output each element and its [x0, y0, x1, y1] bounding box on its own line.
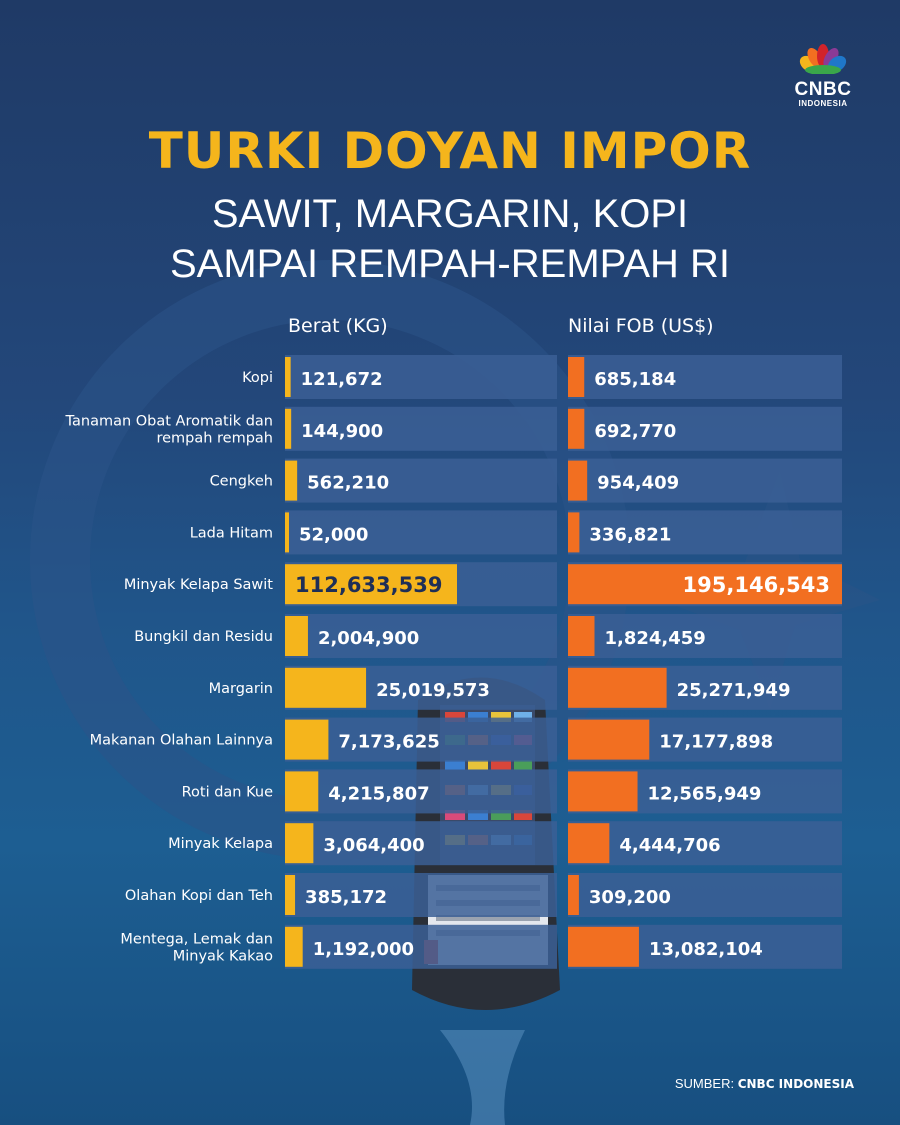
- category-label: Minyak Kakao: [173, 948, 273, 964]
- bar: [285, 460, 298, 501]
- category-label: Olahan Kopi dan Teh: [125, 888, 273, 904]
- source-prefix: SUMBER:: [674, 1076, 735, 1091]
- bar: [568, 875, 579, 915]
- category-label: Tanaman Obat Aromatik dan: [65, 413, 273, 429]
- data-label: 685,184: [594, 369, 676, 390]
- data-label: 336,821: [589, 524, 671, 545]
- row-background: [568, 873, 842, 917]
- data-label: 52,000: [299, 524, 368, 545]
- source-note: SUMBER: CNBC INDONESIA: [675, 1076, 854, 1091]
- data-label: 13,082,104: [649, 939, 763, 960]
- bar: [568, 926, 639, 967]
- row-background: [285, 458, 557, 503]
- data-label: 25,271,949: [677, 680, 791, 701]
- row-background: [285, 924, 557, 969]
- bar: [285, 926, 303, 967]
- headline: TURKI DOYAN IMPOR: [148, 122, 752, 180]
- subheadline-line-2: SAMPAI REMPAH-REMPAH RI: [169, 242, 731, 286]
- data-label: 17,177,898: [659, 732, 773, 753]
- row-background: [285, 717, 557, 762]
- row-background: [285, 873, 557, 917]
- bar: [568, 357, 585, 397]
- data-label: 1,192,000: [313, 939, 414, 960]
- category-label: Bungkil dan Residu: [134, 629, 273, 645]
- bar: [285, 823, 314, 864]
- data-label: 121,672: [301, 369, 383, 390]
- category-label: rempah rempah: [156, 430, 273, 446]
- bar: [568, 771, 638, 812]
- row-background: [285, 406, 557, 451]
- data-label: 195,146,543: [683, 573, 830, 597]
- bar: [285, 357, 291, 397]
- category-label: Roti dan Kue: [182, 784, 273, 800]
- data-label: 25,019,573: [376, 680, 490, 701]
- bar: [568, 460, 588, 501]
- bar: [568, 616, 595, 656]
- category-label: Margarin: [209, 681, 273, 697]
- row-background: [568, 458, 842, 503]
- bar: [285, 771, 319, 812]
- row-background: [568, 406, 842, 451]
- bar: [568, 719, 650, 760]
- data-label: 12,565,949: [648, 783, 762, 804]
- category-label: Makanan Olahan Lainnya: [90, 733, 273, 749]
- data-label: 1,824,459: [604, 628, 705, 649]
- row-background: [568, 355, 842, 399]
- row-background: [285, 769, 557, 814]
- bar: [285, 719, 329, 760]
- category-label: Lada Hitam: [190, 525, 273, 541]
- bar: [568, 408, 585, 449]
- data-label: 3,064,400: [323, 835, 424, 856]
- bar: [285, 512, 289, 553]
- data-label: 144,900: [301, 421, 383, 442]
- column-header-berat: Berat (KG): [288, 315, 388, 337]
- row-background: [285, 510, 557, 555]
- bar: [568, 823, 610, 864]
- data-label: 4,215,807: [328, 783, 429, 804]
- data-label: 562,210: [307, 473, 389, 494]
- row-background: [285, 821, 557, 866]
- row-background: [568, 821, 842, 866]
- brand-sub: INDONESIA: [798, 99, 848, 108]
- bar: [568, 667, 667, 708]
- row-background: [568, 614, 842, 658]
- category-label: Cengkeh: [210, 474, 273, 490]
- cnbc-logo: CNBC INDONESIA: [788, 44, 858, 108]
- bar: [285, 616, 308, 656]
- data-label: 692,770: [594, 421, 676, 442]
- category-label: Minyak Kelapa: [168, 836, 273, 852]
- source-name: CNBC INDONESIA: [737, 1077, 854, 1091]
- bar: [285, 667, 367, 708]
- data-label: 112,633,539: [295, 573, 442, 597]
- row-background: [285, 614, 557, 658]
- category-label: Kopi: [242, 370, 273, 386]
- bar: [568, 564, 842, 605]
- bar: [285, 564, 457, 605]
- bar: [568, 512, 580, 553]
- data-label: 385,172: [305, 887, 387, 908]
- row-background: [568, 510, 842, 555]
- data-label: 954,409: [597, 473, 679, 494]
- column-header-fob: Nilai FOB (US$): [568, 315, 714, 337]
- row-background: [285, 355, 557, 399]
- data-label: 309,200: [589, 887, 671, 908]
- subheadline-line-1: SAWIT, MARGARIN, KOPI: [211, 192, 689, 236]
- bar: [285, 875, 296, 915]
- data-label: 4,444,706: [619, 835, 720, 856]
- category-label: Minyak Kelapa Sawit: [124, 577, 273, 593]
- data-label: 7,173,625: [338, 732, 439, 753]
- bar: [285, 408, 292, 449]
- category-label: Mentega, Lemak dan: [120, 931, 273, 947]
- data-label: 2,004,900: [318, 628, 419, 649]
- brand-word: CNBC: [794, 79, 852, 100]
- peacock-icon: [799, 44, 847, 75]
